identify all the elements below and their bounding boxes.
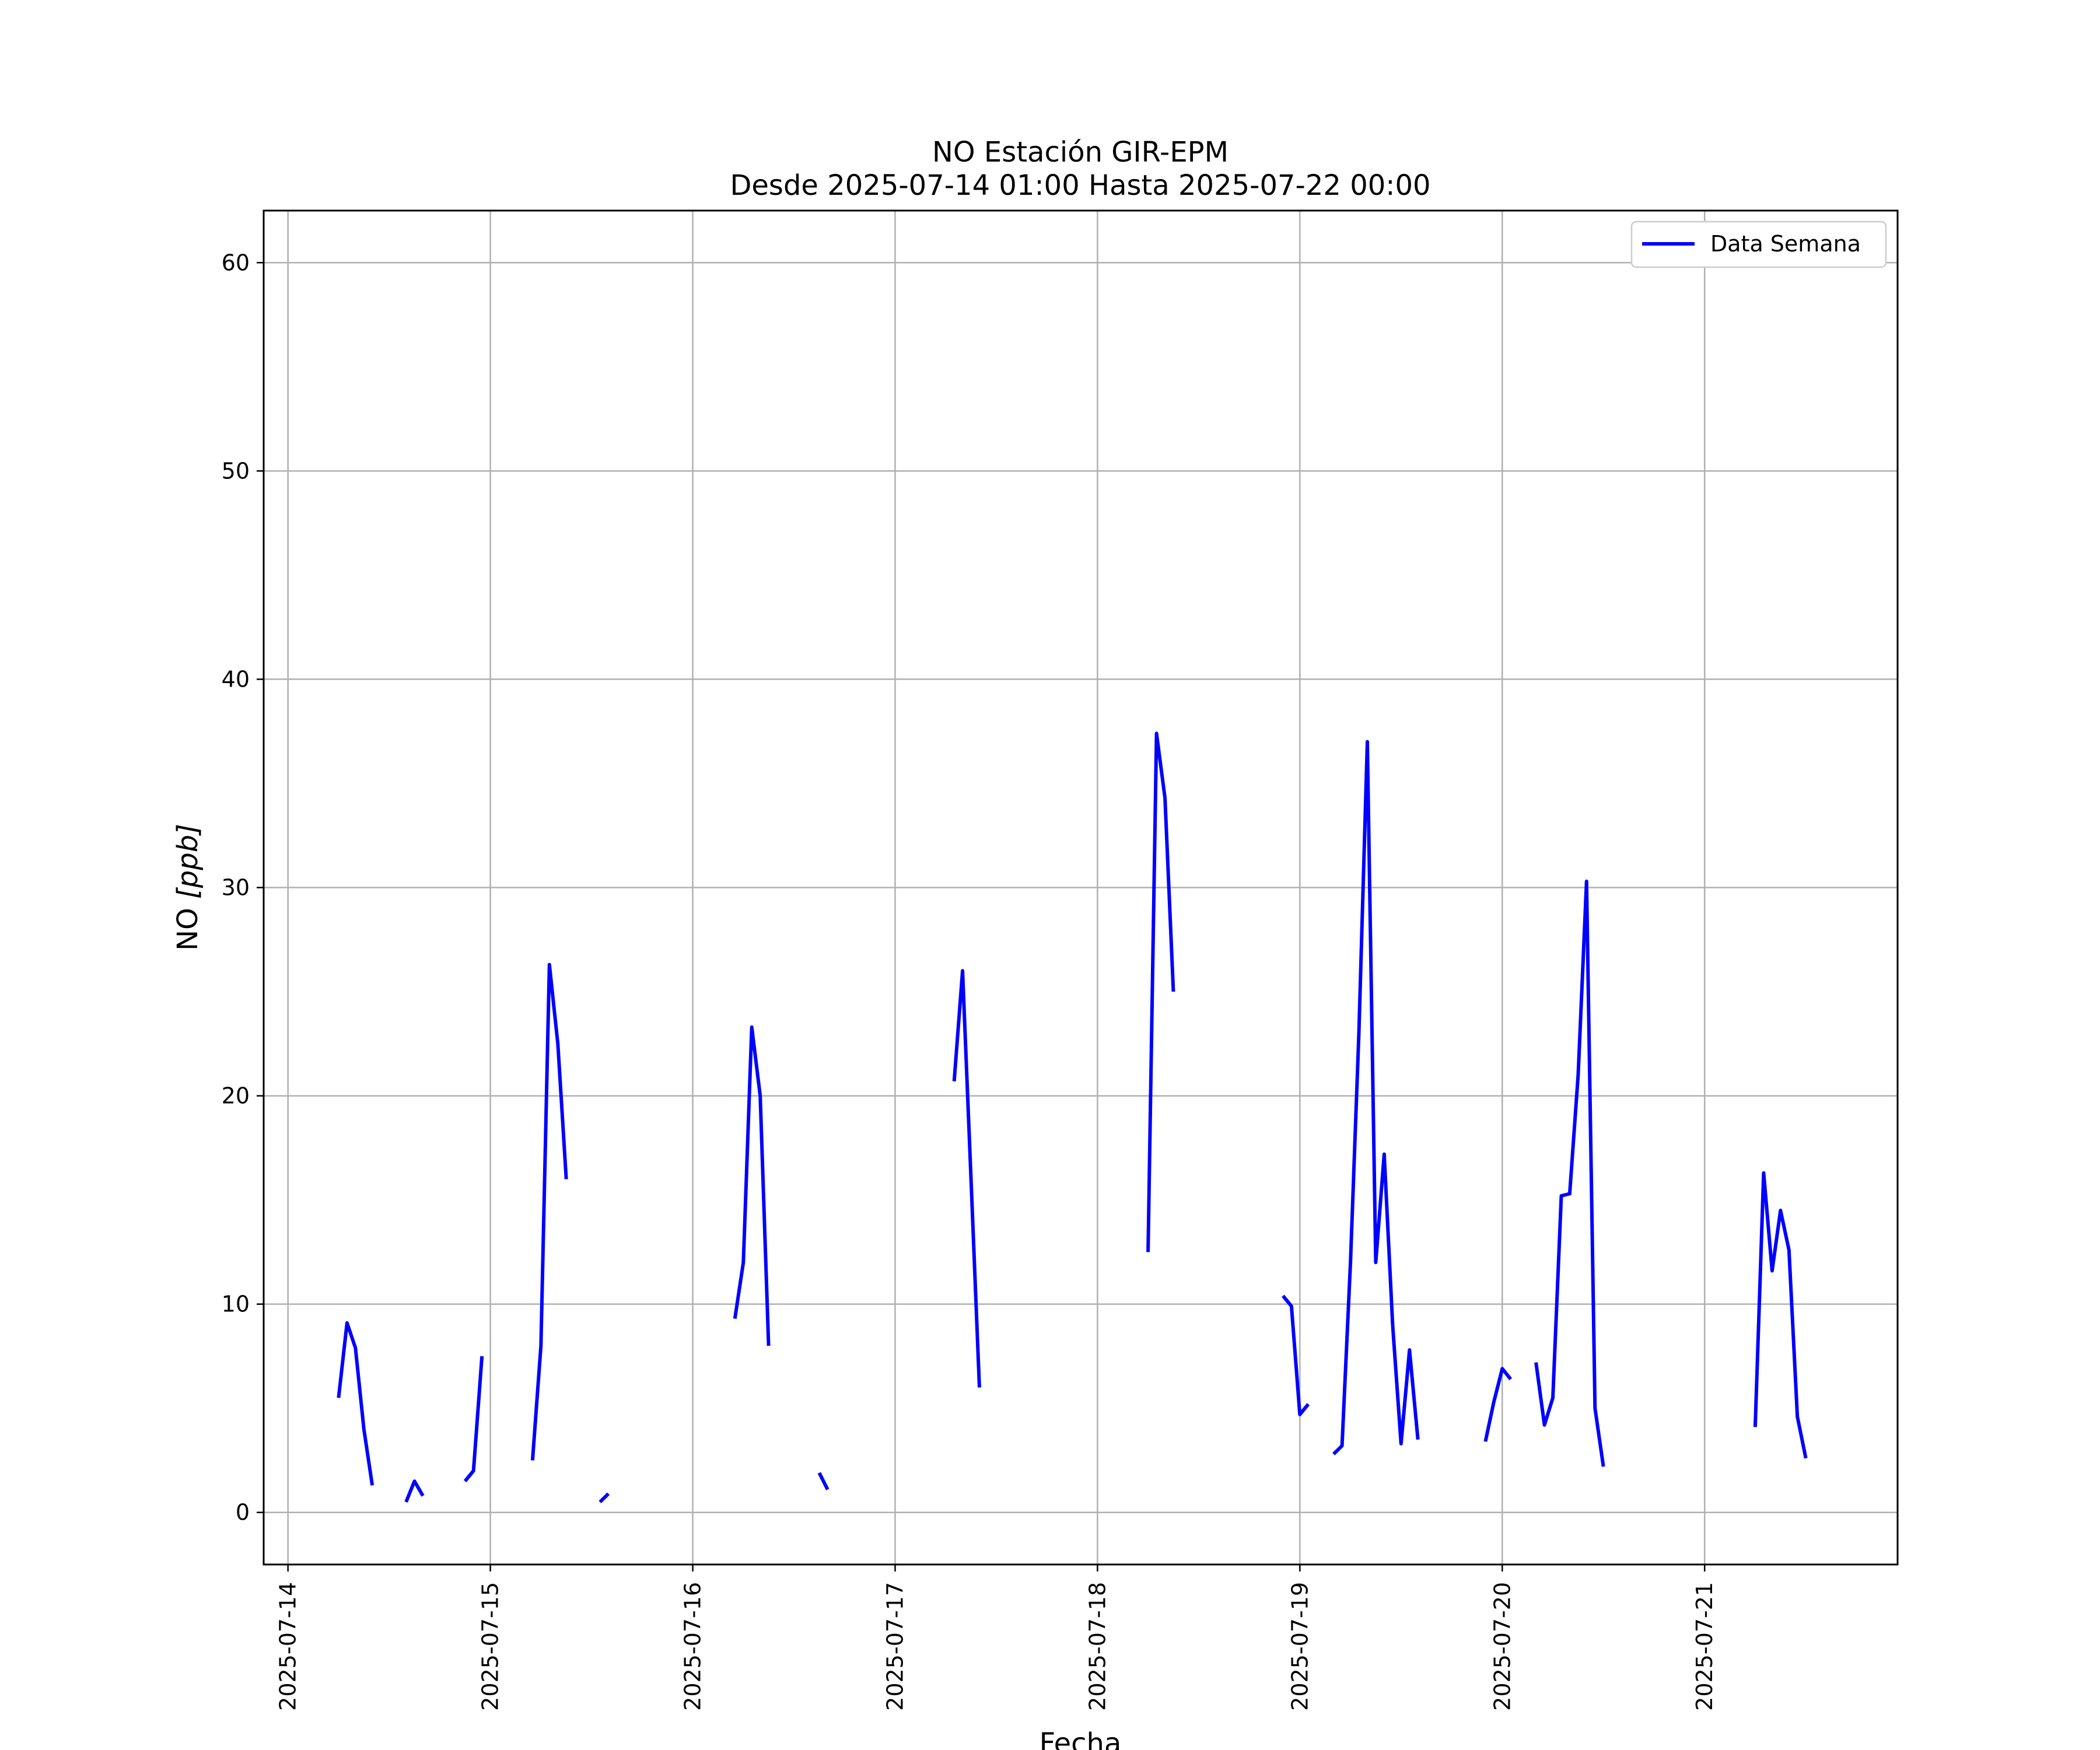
series-layer <box>337 732 1808 1504</box>
x-axis-ticks: 2025-07-14 2025-07-15 2025-07-16 2025-07-17… <box>275 1564 1717 1711</box>
y-axis-label-unit: [ppb] <box>172 824 204 899</box>
y-tick-label: 10 <box>222 1292 250 1317</box>
series-line-segment-14 <box>1753 1171 1808 1459</box>
y-tick-label: 30 <box>222 875 250 901</box>
x-tick-label: 2025-07-15 <box>478 1582 503 1711</box>
series-line-segment-4 <box>530 963 568 1461</box>
chart-title: NO Estación GIR-EPM <box>932 136 1228 169</box>
grid-layer <box>264 211 1898 1564</box>
series-line-segment-10 <box>1282 1294 1310 1416</box>
x-tick-label: 2025-07-19 <box>1287 1582 1312 1711</box>
legend-label: Data Semana <box>1710 231 1861 257</box>
y-axis-ticks: 0 10 20 30 40 50 60 <box>222 250 264 1525</box>
y-tick-label: 0 <box>236 1500 250 1525</box>
x-tick-label: 2025-07-20 <box>1489 1582 1515 1711</box>
y-tick-label: 40 <box>222 666 250 692</box>
x-tick-label: 2025-07-16 <box>680 1582 706 1711</box>
series-line-segment-12 <box>1483 1367 1513 1442</box>
series-line-segment-1 <box>337 1321 374 1486</box>
chart-subtitle: Desde 2025-07-14 01:00 Hasta 2025-07-22 … <box>730 169 1430 202</box>
x-tick-label: 2025-07-17 <box>882 1582 908 1711</box>
x-tick-label: 2025-07-21 <box>1692 1582 1717 1711</box>
series-line-segment-13 <box>1534 879 1605 1467</box>
x-tick-label: 2025-07-18 <box>1084 1582 1110 1711</box>
y-tick-label: 50 <box>222 458 250 484</box>
x-tick-label: 2025-07-14 <box>275 1582 301 1711</box>
series-line-segment-11 <box>1332 740 1420 1455</box>
series-line-segment-9 <box>1146 732 1175 1252</box>
y-axis-label: NO [ppb] <box>172 824 204 951</box>
legend: Data Semana <box>1630 220 1887 268</box>
series-line-segment-5 <box>598 1492 610 1504</box>
series-line-segment-2 <box>404 1479 425 1503</box>
y-tick-label: 20 <box>222 1083 250 1109</box>
x-axis-label: Fecha <box>1040 1727 1122 1750</box>
y-tick-label: 60 <box>222 250 250 275</box>
series-line-segment-6 <box>733 1025 771 1346</box>
series-line-segment-8 <box>952 969 981 1388</box>
y-axis-label-main: NO <box>172 899 204 951</box>
series-line-segment-3 <box>463 1356 484 1483</box>
legend-box <box>1630 220 1887 268</box>
series-line-segment-7 <box>817 1472 830 1490</box>
